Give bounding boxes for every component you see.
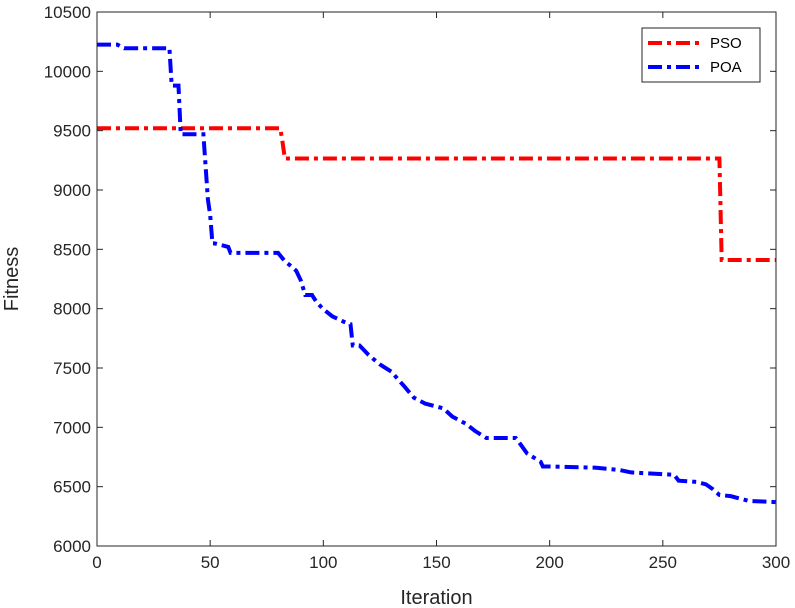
y-tick-label: 8000 (53, 300, 91, 319)
legend-box (641, 27, 761, 83)
x-axis: 0 50 100 150 200 250 300 (92, 12, 790, 572)
plot-area (96, 11, 777, 547)
series-line-poa (97, 42, 777, 505)
series-line-pso (97, 126, 776, 263)
x-tick-label: 0 (92, 553, 101, 572)
y-axis-title: Fitness (1, 247, 23, 311)
y-tick-label: 7500 (53, 359, 91, 378)
x-tick-label: 150 (422, 553, 450, 572)
legend: PSO POA (641, 27, 761, 83)
x-tick-label: 300 (762, 553, 790, 572)
x-tick-label: 50 (201, 553, 220, 572)
y-tick-label: 10000 (44, 62, 91, 81)
legend-label-pso: PSO (710, 35, 742, 52)
y-tick-label: 9000 (53, 181, 91, 200)
plot-background (97, 12, 776, 546)
x-tick-label: 100 (309, 553, 337, 572)
y-tick-label: 9500 (53, 122, 91, 141)
y-tick-label: 10500 (44, 3, 91, 22)
x-axis-title: Iteration (400, 587, 472, 608)
y-tick-label: 7000 (53, 418, 91, 437)
legend-label-poa: POA (710, 59, 742, 76)
y-tick-label: 6000 (53, 537, 91, 556)
y-tick-label: 8500 (53, 240, 91, 259)
y-axis: 6000 6500 7000 7500 8000 8500 9000 9500 10000 105… (44, 3, 776, 556)
x-tick-label: 250 (649, 553, 677, 572)
y-tick-label: 6500 (53, 478, 91, 497)
x-tick-label: 200 (535, 553, 563, 572)
